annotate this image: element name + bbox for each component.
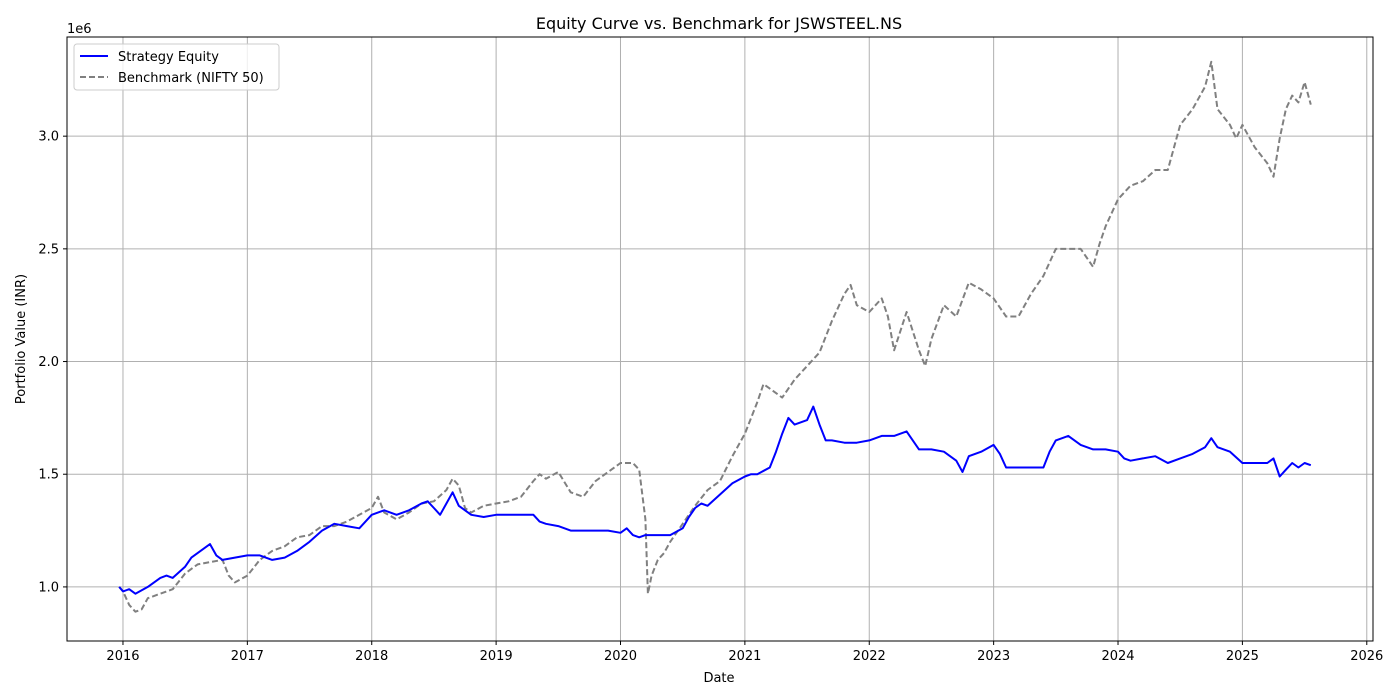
x-tick-label: 2020 [604, 649, 637, 664]
x-tick-label: 2017 [231, 649, 264, 664]
y-tick-label: 2.5 [38, 242, 59, 257]
x-axis: 2016 2017 2018 2019 2020 2021 2022 2023 2024 2025… [106, 641, 1383, 664]
x-tick-label: 2022 [853, 649, 886, 664]
legend-label-benchmark: Benchmark (NIFTY 50) [118, 71, 264, 86]
plot-frame [66, 36, 1374, 642]
x-tick-label: 2018 [355, 649, 388, 664]
x-tick-label: 2024 [1101, 649, 1134, 664]
x-tick-label: 2021 [728, 649, 761, 664]
y-tick-label: 2.0 [38, 355, 59, 370]
strategy-equity-line [118, 405, 1312, 595]
legend-box [73, 43, 280, 91]
chart-title: Equity Curve vs. Benchmark for JSWSTEEL.… [536, 14, 902, 33]
y-axis: 1.0 1.5 2.0 2.5 3.0 [38, 130, 67, 595]
x-tick-label: 2026 [1350, 649, 1383, 664]
benchmark-line [118, 60, 1312, 613]
x-tick-label: 2023 [977, 649, 1010, 664]
y-offset-text: 1e6 [67, 22, 92, 37]
y-tick-label: 1.0 [38, 580, 59, 595]
x-axis-label: Date [703, 671, 734, 686]
legend-label-strategy: Strategy Equity [118, 50, 219, 65]
legend: Strategy Equity Benchmark (NIFTY 50) [73, 43, 280, 91]
x-tick-label: 2025 [1226, 649, 1259, 664]
y-tick-label: 3.0 [38, 130, 59, 145]
y-tick-label: 1.5 [38, 468, 59, 483]
plot-lines [118, 60, 1312, 613]
y-axis-label: Portfolio Value (INR) [14, 274, 29, 404]
grid [67, 37, 1373, 641]
x-tick-label: 2016 [106, 649, 139, 664]
x-tick-label: 2019 [480, 649, 513, 664]
